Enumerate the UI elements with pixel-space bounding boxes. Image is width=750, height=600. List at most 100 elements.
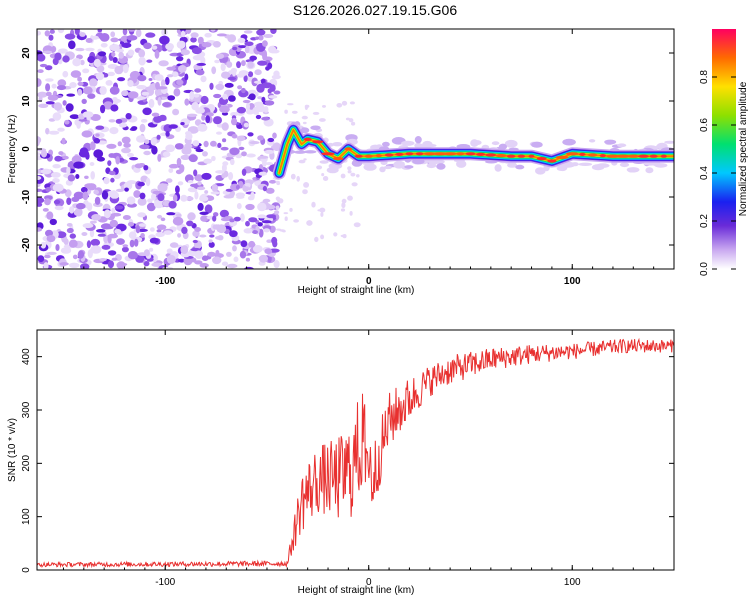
noise-blob <box>240 240 248 248</box>
noise-blob <box>77 88 83 96</box>
noise-blob <box>121 136 131 144</box>
noise-blob <box>139 144 150 150</box>
noise-blob <box>89 220 97 224</box>
ridge-peak <box>588 153 598 157</box>
noise-blob <box>296 175 301 182</box>
noise-blob <box>99 62 107 66</box>
noise-blob <box>143 249 150 257</box>
noise-blob <box>51 83 57 89</box>
noise-blob <box>46 235 56 243</box>
noise-blob <box>341 100 348 106</box>
noise-blob <box>151 45 158 50</box>
noise-blob <box>195 69 205 76</box>
noise-blob <box>137 74 147 82</box>
noise-blob <box>244 182 251 187</box>
colorbar-tick-label: 0.8 <box>699 70 710 84</box>
noise-blob <box>298 159 306 164</box>
noise-blob <box>118 51 124 59</box>
noise-blob <box>114 65 124 75</box>
noise-blob <box>56 85 67 91</box>
noise-blob <box>200 95 209 105</box>
noise-blob <box>99 86 107 95</box>
noise-blob <box>247 196 254 201</box>
ridge-peak <box>506 154 516 158</box>
noise-blob <box>160 183 169 187</box>
noise-blob <box>272 142 281 151</box>
noise-blob <box>244 45 250 54</box>
noise-blob <box>105 80 113 86</box>
noise-blob <box>226 263 238 269</box>
ridge-halo-blob <box>531 141 543 148</box>
noise-blob <box>243 30 253 34</box>
noise-blob <box>191 47 202 55</box>
noise-blob <box>110 104 119 112</box>
noise-blob <box>52 178 60 183</box>
noise-blob <box>351 121 356 126</box>
noise-blob <box>143 150 151 156</box>
noise-blob <box>314 236 319 243</box>
ridge-peak <box>476 152 486 156</box>
noise-blob <box>194 174 204 182</box>
noise-blob <box>134 163 144 169</box>
noise-blob <box>55 244 60 251</box>
ridge-halo-blob <box>426 163 437 169</box>
noise-blob <box>188 154 198 163</box>
noise-blob <box>66 223 73 227</box>
noise-blob <box>140 233 145 238</box>
noise-blob <box>143 261 150 267</box>
noise-blob <box>248 240 256 248</box>
noise-blob <box>246 102 250 111</box>
noise-blob <box>111 207 116 214</box>
noise-blob <box>110 212 122 217</box>
noise-blob <box>158 114 167 122</box>
noise-blob <box>192 140 200 147</box>
noise-blob <box>184 143 193 149</box>
noise-blob <box>180 49 190 56</box>
noise-blob <box>262 159 267 167</box>
noise-blob <box>68 262 80 268</box>
noise-blob <box>212 215 217 222</box>
noise-blob <box>172 194 178 202</box>
snr-panel: -100 0 100 0 100 200 300 400 Height of straigh… <box>7 329 675 596</box>
noise-blob <box>156 229 162 233</box>
ridge-halo-blob <box>645 167 654 174</box>
noise-blob <box>64 33 76 40</box>
noise-blob <box>158 60 169 67</box>
noise-blob <box>131 126 138 131</box>
noise-blob <box>262 40 268 47</box>
noise-blob <box>227 34 237 43</box>
noise-blob <box>82 191 89 201</box>
noise-blob <box>51 172 61 178</box>
noise-blob <box>168 124 178 129</box>
noise-blob <box>39 63 48 68</box>
ridge-halo-blob <box>556 166 566 171</box>
noise-blob <box>241 60 246 67</box>
noise-blob <box>75 47 85 52</box>
noise-blob <box>303 158 307 161</box>
noise-blob <box>213 93 222 99</box>
noise-blob <box>93 189 99 195</box>
noise-blob <box>272 132 277 139</box>
ridge-peak <box>405 152 414 156</box>
noise-blob <box>273 90 281 95</box>
top-y-tick-label: -20 <box>21 237 32 252</box>
ridge-peak <box>495 154 507 158</box>
noise-blob <box>149 237 159 244</box>
noise-blob <box>322 105 326 108</box>
noise-blob <box>80 186 88 193</box>
noise-blob <box>64 119 70 125</box>
noise-blob <box>204 32 212 38</box>
noise-blob <box>53 102 63 111</box>
noise-blob <box>199 195 209 202</box>
noise-blob <box>137 197 147 206</box>
ridge-halo-blob <box>304 150 317 154</box>
noise-blob <box>341 198 347 204</box>
noise-blob <box>47 94 59 101</box>
ridge-halo-blob <box>310 125 321 131</box>
noise-blob <box>319 118 326 122</box>
ridge-halo-blob <box>535 167 546 175</box>
noise-blob <box>243 228 253 234</box>
top-y-tick-label: -10 <box>21 189 32 204</box>
noise-blob <box>264 100 275 106</box>
noise-blob <box>257 96 263 100</box>
